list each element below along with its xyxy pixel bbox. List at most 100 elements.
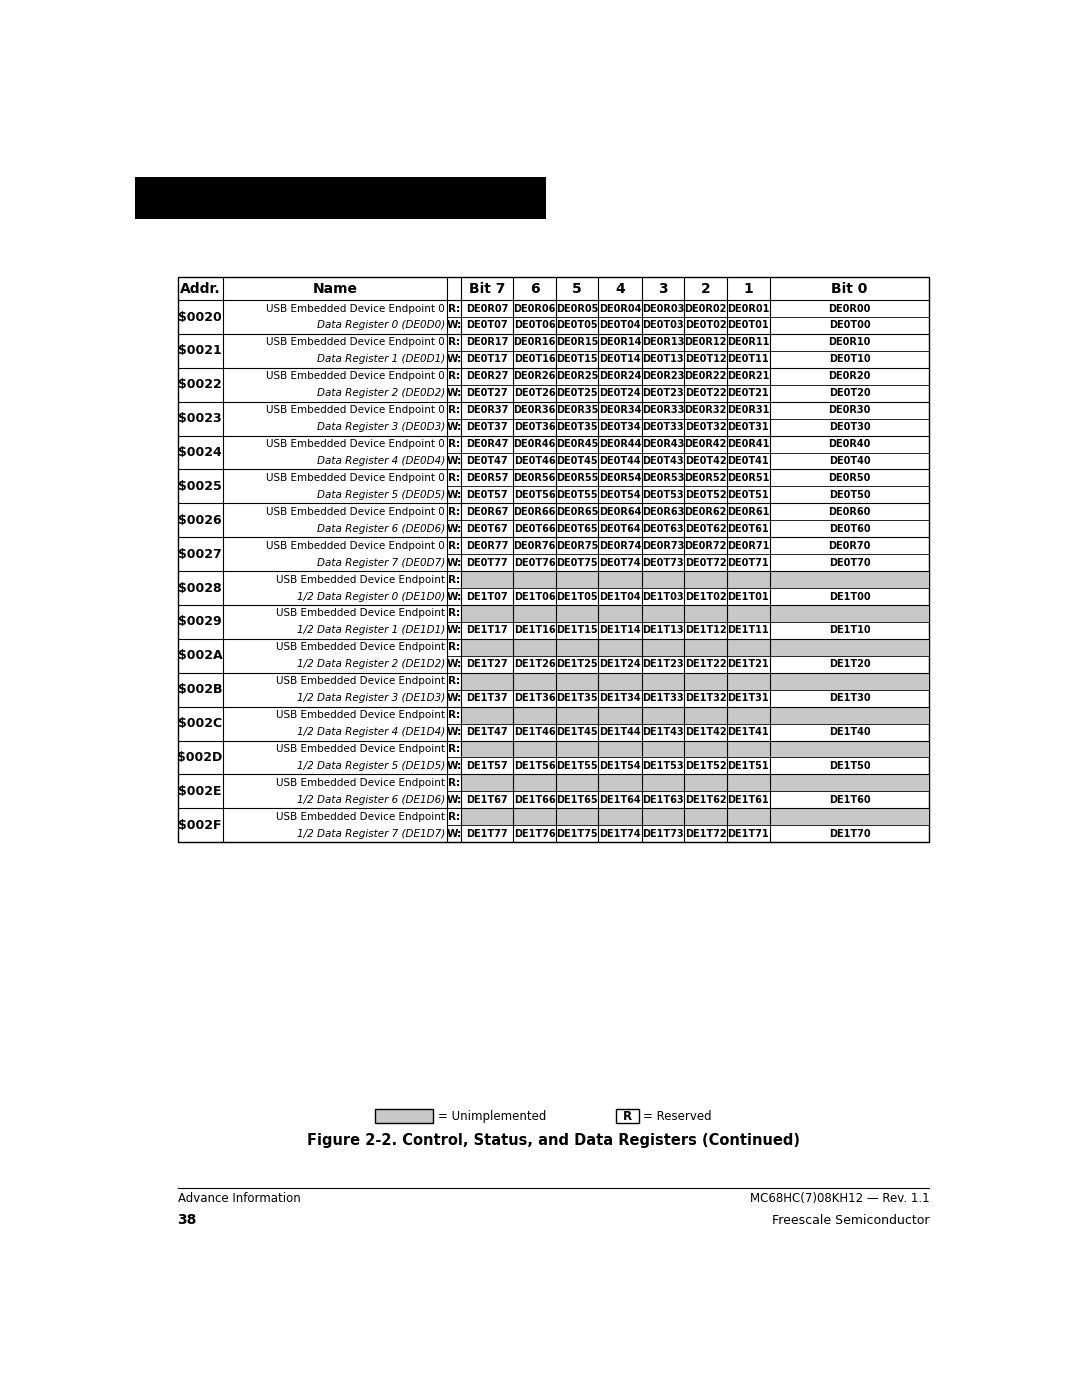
Bar — [556, 605, 598, 622]
Text: = Unimplemented: = Unimplemented — [438, 1109, 546, 1123]
Text: DE0T10: DE0T10 — [828, 355, 870, 365]
Text: Freescale Semiconductor: Freescale Semiconductor — [772, 1214, 930, 1227]
Text: $002D: $002D — [177, 752, 222, 764]
Bar — [513, 638, 556, 655]
Bar — [685, 707, 727, 724]
Text: DE0T44: DE0T44 — [599, 455, 640, 467]
Text: DE1T35: DE1T35 — [556, 693, 598, 703]
Text: DE0R64: DE0R64 — [599, 507, 642, 517]
Bar — [770, 707, 930, 724]
Bar — [460, 605, 513, 622]
Text: Data Register 1 (DE0D1): Data Register 1 (DE0D1) — [316, 355, 445, 365]
Text: W:: W: — [446, 490, 461, 500]
Text: DE0T00: DE0T00 — [828, 320, 870, 331]
Text: DE0T42: DE0T42 — [685, 455, 727, 467]
Text: DE0R47: DE0R47 — [465, 439, 508, 448]
Text: DE0T57: DE0T57 — [467, 490, 508, 500]
Text: USB Embedded Device Endpoint 0: USB Embedded Device Endpoint 0 — [267, 507, 445, 517]
Bar — [642, 740, 685, 757]
Text: DE1T26: DE1T26 — [514, 659, 555, 669]
Text: $0029: $0029 — [178, 616, 221, 629]
Bar — [727, 638, 770, 655]
Text: $0026: $0026 — [178, 514, 221, 527]
Text: DE0T03: DE0T03 — [643, 320, 684, 331]
Text: DE1T06: DE1T06 — [514, 591, 555, 602]
Text: R:: R: — [448, 372, 460, 381]
Text: DE1T43: DE1T43 — [643, 726, 684, 738]
Bar — [685, 774, 727, 791]
Text: DE0R11: DE0R11 — [727, 338, 770, 348]
Text: DE0R62: DE0R62 — [685, 507, 727, 517]
Text: DE0T54: DE0T54 — [599, 490, 640, 500]
Text: Advance Information: Advance Information — [177, 1192, 300, 1206]
Text: DE0T14: DE0T14 — [599, 355, 640, 365]
Bar — [598, 638, 642, 655]
Text: DE1T73: DE1T73 — [643, 828, 684, 838]
Text: DE0T55: DE0T55 — [556, 490, 598, 500]
Text: DE1T63: DE1T63 — [643, 795, 684, 805]
Text: DE0T24: DE0T24 — [599, 388, 640, 398]
Bar — [642, 571, 685, 588]
Bar — [770, 673, 930, 690]
Text: DE0T64: DE0T64 — [599, 524, 640, 534]
Text: R:: R: — [448, 812, 460, 821]
Bar — [727, 673, 770, 690]
Bar — [685, 605, 727, 622]
Text: DE0T01: DE0T01 — [728, 320, 769, 331]
Bar — [598, 673, 642, 690]
Text: DE0T63: DE0T63 — [643, 524, 684, 534]
Text: DE0R35: DE0R35 — [556, 405, 598, 415]
Text: DE1T10: DE1T10 — [828, 626, 870, 636]
Text: USB Embedded Device Endpoint 0: USB Embedded Device Endpoint 0 — [267, 474, 445, 483]
Bar — [598, 809, 642, 826]
Text: W:: W: — [446, 828, 461, 838]
Bar — [460, 638, 513, 655]
Text: DE1T75: DE1T75 — [556, 828, 598, 838]
Text: DE0R21: DE0R21 — [727, 372, 770, 381]
Text: DE1T16: DE1T16 — [514, 626, 555, 636]
Text: DE0R72: DE0R72 — [685, 541, 727, 550]
Text: DE1T64: DE1T64 — [599, 795, 640, 805]
Text: DE1T22: DE1T22 — [685, 659, 727, 669]
Text: DE1T74: DE1T74 — [599, 828, 640, 838]
Text: R:: R: — [448, 745, 460, 754]
Bar — [727, 707, 770, 724]
Text: DE1T70: DE1T70 — [828, 828, 870, 838]
Text: USB Embedded Device Endpoint: USB Embedded Device Endpoint — [276, 643, 445, 652]
Text: DE0T30: DE0T30 — [828, 422, 870, 432]
Text: $0027: $0027 — [178, 548, 222, 560]
Text: DE1T65: DE1T65 — [556, 795, 598, 805]
Text: DE1T30: DE1T30 — [828, 693, 870, 703]
Text: 1/2 Data Register 4 (DE1D4): 1/2 Data Register 4 (DE1D4) — [297, 726, 445, 738]
Bar — [642, 638, 685, 655]
Text: DE1T15: DE1T15 — [556, 626, 598, 636]
Text: DE1T31: DE1T31 — [728, 693, 769, 703]
Text: DE0T47: DE0T47 — [467, 455, 508, 467]
Text: Data Register 2 (DE0D2): Data Register 2 (DE0D2) — [316, 388, 445, 398]
Text: W:: W: — [446, 626, 461, 636]
Text: USB Embedded Device Endpoint: USB Embedded Device Endpoint — [276, 812, 445, 821]
Text: 1/2 Data Register 5 (DE1D5): 1/2 Data Register 5 (DE1D5) — [297, 761, 445, 771]
Text: DE0T43: DE0T43 — [643, 455, 684, 467]
Text: USB Embedded Device Endpoint 0: USB Embedded Device Endpoint 0 — [267, 541, 445, 550]
Text: DE1T47: DE1T47 — [467, 726, 508, 738]
Text: W:: W: — [446, 591, 461, 602]
Text: DE0T34: DE0T34 — [599, 422, 640, 432]
Text: Data Register 6 (DE0D6): Data Register 6 (DE0D6) — [316, 524, 445, 534]
Text: DE0R56: DE0R56 — [513, 474, 556, 483]
Text: USB Embedded Device Endpoint: USB Embedded Device Endpoint — [276, 778, 445, 788]
Text: DE0T36: DE0T36 — [514, 422, 555, 432]
Text: DE0R74: DE0R74 — [599, 541, 642, 550]
Text: DE1T37: DE1T37 — [467, 693, 508, 703]
Bar — [685, 571, 727, 588]
Bar — [770, 571, 930, 588]
Text: DE0R26: DE0R26 — [513, 372, 556, 381]
Text: 1/2 Data Register 1 (DE1D1): 1/2 Data Register 1 (DE1D1) — [297, 626, 445, 636]
Text: DE0T05: DE0T05 — [556, 320, 598, 331]
Text: USB Embedded Device Endpoint 0: USB Embedded Device Endpoint 0 — [267, 338, 445, 348]
Bar — [513, 707, 556, 724]
Bar — [513, 809, 556, 826]
Bar — [727, 809, 770, 826]
Bar — [727, 571, 770, 588]
Text: DE0R50: DE0R50 — [828, 474, 870, 483]
